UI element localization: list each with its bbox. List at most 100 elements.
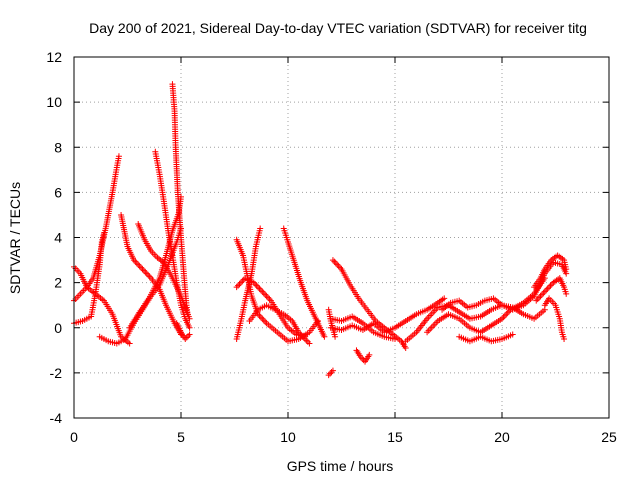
series-arc-2	[71, 153, 122, 304]
data-point	[540, 290, 547, 297]
data-point	[133, 260, 140, 267]
x-tick-label: 15	[387, 429, 403, 445]
grid	[74, 57, 609, 418]
data-point	[256, 285, 263, 292]
series-arc-20	[327, 313, 398, 343]
data-point	[329, 257, 336, 264]
data-point	[501, 312, 508, 319]
data-point	[115, 153, 122, 160]
data-point	[184, 311, 191, 318]
chart-title: Day 200 of 2021, Sidereal Day-to-day VTE…	[89, 20, 587, 36]
data-point	[537, 293, 544, 300]
y-tick-label: 6	[54, 184, 62, 200]
series-arc-8	[152, 148, 193, 331]
data-point	[328, 369, 335, 376]
data-point	[236, 281, 243, 288]
data-point	[332, 260, 339, 267]
data-point	[260, 317, 267, 324]
series-arc-3	[71, 229, 107, 327]
data-point	[306, 340, 313, 347]
data-point	[441, 295, 448, 302]
data-point	[262, 291, 269, 298]
data-point	[547, 282, 554, 289]
data-point	[546, 284, 553, 291]
series-arc-24	[439, 295, 548, 322]
series-arc-23	[424, 275, 548, 336]
data-point	[139, 266, 146, 273]
data-point	[233, 284, 240, 291]
data-point	[253, 282, 260, 289]
y-axis-label: SDTVAR / TECUs	[7, 182, 23, 294]
y-tick-label: -4	[50, 410, 63, 426]
series-arc-21	[353, 347, 373, 365]
data-point	[235, 282, 242, 289]
y-tick-label: 10	[46, 94, 62, 110]
data-point	[257, 314, 264, 321]
data-point	[100, 229, 107, 236]
x-tick-label: 20	[494, 429, 510, 445]
data-point	[504, 309, 511, 316]
series-arc-9	[169, 81, 191, 318]
data-point	[138, 264, 145, 271]
data-point	[145, 272, 152, 279]
x-tick-label: 5	[177, 429, 185, 445]
data-point	[536, 294, 543, 301]
data-point	[252, 281, 259, 288]
data-point	[500, 314, 507, 321]
y-tick-label: 8	[54, 139, 62, 155]
y-tick-label: 0	[54, 320, 62, 336]
data-point	[255, 284, 262, 291]
data-point	[509, 331, 516, 338]
data-point	[259, 315, 266, 322]
series-arc-13	[233, 225, 264, 343]
data-point	[563, 266, 570, 273]
y-tick-label: -2	[50, 365, 63, 381]
series-arc-19	[327, 295, 448, 336]
series-arc-26	[531, 252, 570, 291]
data-point	[237, 279, 244, 286]
data-point	[321, 333, 328, 340]
data-point	[146, 273, 153, 280]
data-point	[135, 261, 142, 268]
data-point	[366, 351, 373, 358]
series-arc-1	[71, 263, 133, 347]
series-arc-28	[541, 295, 568, 343]
data-point	[332, 333, 339, 340]
x-tick-label: 0	[70, 429, 78, 445]
series-arc-18	[329, 257, 409, 352]
y-tick-label: 12	[46, 49, 62, 65]
x-axis-label: GPS time / hours	[287, 458, 394, 474]
data-point	[260, 290, 267, 297]
data-point	[503, 311, 510, 318]
data-point	[257, 287, 264, 294]
series-arc-25	[456, 331, 516, 345]
data-point	[262, 318, 269, 325]
data-point	[136, 263, 143, 270]
data-point	[561, 336, 568, 343]
x-tick-label: 10	[280, 429, 296, 445]
data-point	[538, 291, 545, 298]
data-point	[335, 263, 342, 270]
data-point	[266, 296, 273, 303]
data-point	[331, 258, 338, 265]
data-point	[392, 336, 398, 343]
data-point	[259, 288, 266, 295]
series-arc-15	[280, 225, 328, 340]
data-point	[142, 269, 149, 276]
data-point	[402, 345, 409, 352]
x-tick-label: 25	[601, 429, 617, 445]
series-arc-10	[173, 320, 193, 343]
series-arc-27	[533, 275, 570, 304]
data-point	[563, 290, 570, 297]
ticks	[73, 56, 610, 419]
data-points	[71, 81, 570, 379]
tick-labels: 0 5 10 15 20 25 -4 -2 0 2 4 6 8 10 12	[46, 49, 617, 445]
data-point	[257, 225, 264, 232]
y-tick-label: 4	[54, 230, 62, 246]
data-point	[186, 331, 193, 338]
data-point	[140, 267, 147, 274]
data-point	[186, 324, 193, 331]
data-point	[334, 261, 341, 268]
data-point	[329, 367, 336, 374]
data-point	[265, 294, 272, 301]
